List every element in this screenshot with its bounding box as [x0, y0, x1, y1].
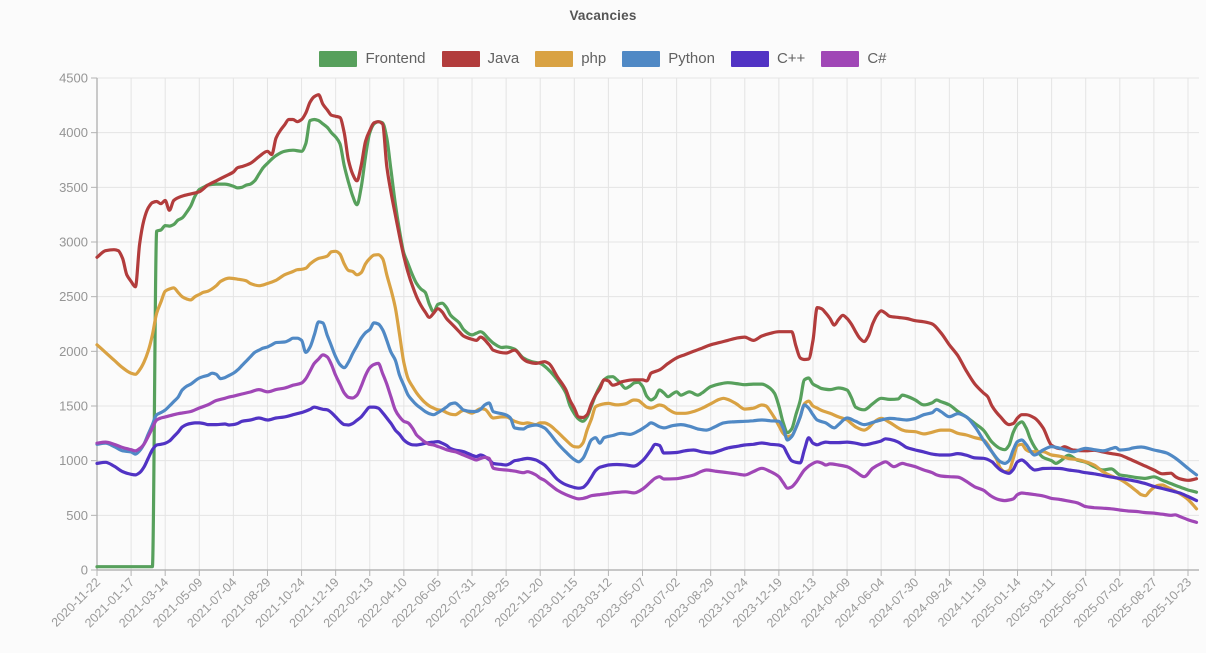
svg-text:4500: 4500: [59, 71, 88, 86]
series-line-frontend[interactable]: [95, 117, 1199, 569]
legend-item-csharp[interactable]: C#: [821, 50, 887, 67]
legend-item-php[interactable]: php: [535, 50, 606, 67]
series-line-python[interactable]: [95, 320, 1199, 477]
python-swatch-icon: [622, 50, 661, 67]
legend-label: php: [581, 50, 607, 67]
svg-text:1000: 1000: [59, 453, 88, 468]
legend-label: C#: [867, 50, 887, 67]
series-lines: [95, 93, 1199, 569]
series-line-java[interactable]: [95, 93, 1199, 482]
svg-text:0: 0: [81, 563, 88, 578]
frontend-swatch-icon: [319, 50, 358, 67]
svg-text:500: 500: [66, 508, 88, 523]
php-swatch-icon: [535, 50, 574, 67]
svg-text:4000: 4000: [59, 125, 88, 140]
legend-item-cpp[interactable]: C++: [730, 50, 806, 67]
gridlines: [96, 77, 1199, 571]
legend: Frontend Java php Python C++ C#: [0, 50, 1206, 67]
csharp-swatch-icon: [821, 50, 860, 67]
x-axis-labels: 2020-11-222021-01-172021-03-142021-05-09…: [49, 575, 1194, 630]
y-axis-labels: 0 500 1000 1500 2000 2500 3000 3500 4000 4500: [59, 71, 88, 578]
svg-text:2000: 2000: [59, 344, 88, 359]
legend-label: Frontend: [365, 50, 426, 67]
series-line-php[interactable]: [95, 249, 1199, 511]
legend-item-frontend[interactable]: Frontend: [319, 50, 426, 67]
cpp-swatch-icon: [730, 50, 769, 67]
chart-title: Vacancies: [569, 8, 637, 23]
legend-label: Python: [668, 50, 715, 67]
svg-text:2500: 2500: [59, 289, 88, 304]
legend-label: C++: [776, 50, 806, 67]
legend-label: Java: [487, 50, 520, 67]
legend-item-python[interactable]: Python: [622, 50, 715, 67]
series-line-c[interactable]: [95, 353, 1199, 524]
svg-text:1500: 1500: [59, 399, 88, 414]
axes: [91, 77, 1199, 576]
legend-item-java[interactable]: Java: [441, 50, 520, 67]
svg-text:3500: 3500: [59, 180, 88, 195]
series-line-c[interactable]: [95, 405, 1199, 503]
java-swatch-icon: [441, 50, 480, 67]
svg-text:3000: 3000: [59, 235, 88, 250]
